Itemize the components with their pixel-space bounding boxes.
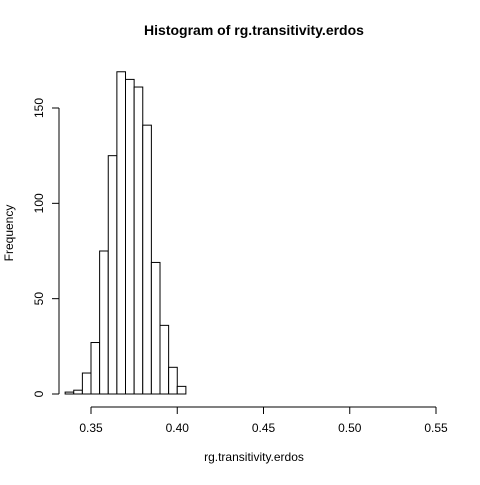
y-axis: 0 50 100 150	[32, 98, 60, 397]
histogram-bar-3	[81, 372, 92, 395]
y-tick-label: 150	[32, 98, 46, 118]
x-axis-label: rg.transitivity.erdos	[204, 450, 304, 464]
histogram-bar-12	[159, 324, 170, 395]
chart-title: Histogram of rg.transitivity.erdos	[144, 22, 364, 38]
histogram-bar-13	[168, 366, 178, 395]
histogram-bar-11	[150, 261, 161, 395]
x-axis: 0.35 0.40 0.45 0.50 0.55	[79, 406, 448, 435]
x-tick-label: 0.50	[338, 421, 362, 435]
histogram-bar-8	[125, 78, 135, 395]
x-tick-label: 0.40	[166, 421, 190, 435]
histogram-bar-1	[64, 391, 75, 395]
histogram-bar-7	[116, 71, 127, 395]
bars-group	[64, 71, 187, 395]
y-axis-label: Frequency	[2, 205, 16, 262]
histogram-bar-6	[107, 155, 118, 395]
y-tick-label: 100	[32, 193, 46, 213]
x-tick-label: 0.35	[79, 421, 103, 435]
histogram-bar-14	[176, 385, 187, 395]
histogram-bar-5	[99, 250, 109, 395]
histogram-bar-4	[90, 342, 101, 395]
x-tick-label: 0.55	[424, 421, 448, 435]
x-tick-label: 0.45	[252, 421, 276, 435]
y-tick-label: 50	[32, 292, 46, 306]
histogram-bar-2	[73, 389, 83, 395]
histogram-bar-10	[142, 124, 152, 395]
y-tick-label: 0	[32, 390, 46, 397]
histogram-bar-9	[133, 86, 144, 395]
